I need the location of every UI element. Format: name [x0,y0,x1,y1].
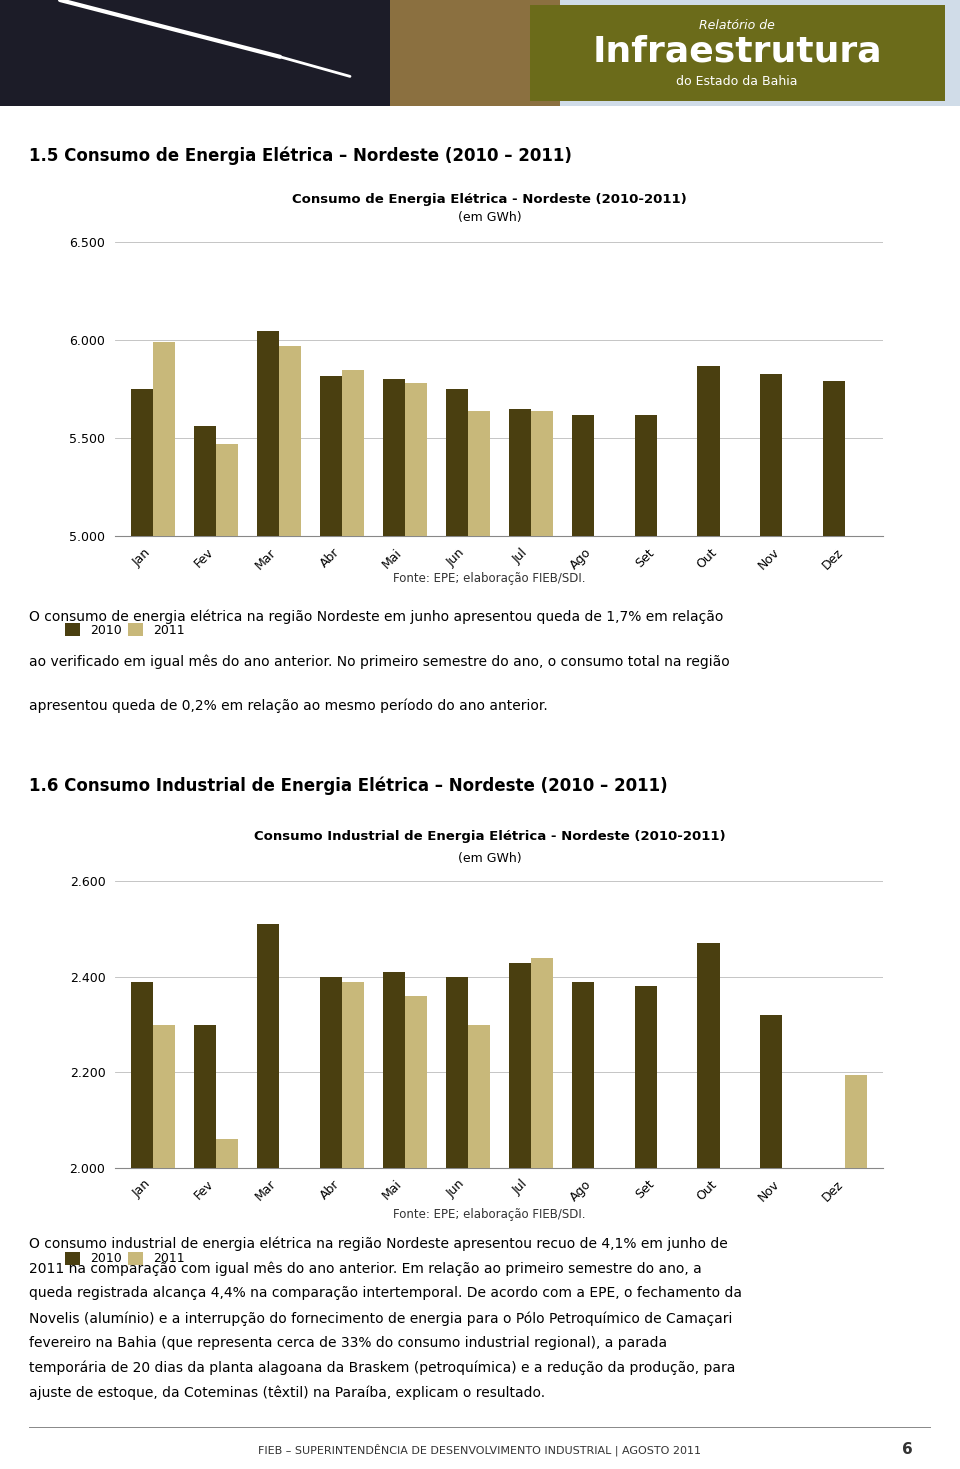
Bar [131,389,153,1469]
Bar [405,383,427,1469]
Text: Consumo de Energia Elétrica - Nordeste (2010-2011): Consumo de Energia Elétrica - Nordeste (… [292,194,687,206]
Bar [468,411,490,1469]
Text: fevereiro na Bahia (que representa cerca de 33% do consumo industrial regional),: fevereiro na Bahia (que representa cerca… [29,1335,667,1350]
Bar [445,977,468,1469]
Bar [846,1075,868,1469]
Text: (em GWh): (em GWh) [458,852,521,865]
Bar [216,1140,238,1469]
Bar [571,414,593,1469]
Bar [760,373,782,1469]
Bar [531,958,553,1469]
Bar [194,1024,216,1469]
Bar [635,987,657,1469]
Bar [824,382,846,1469]
Bar [698,366,720,1469]
Bar [342,981,364,1469]
Text: O consumo de energia elétrica na região Nordeste em junho apresentou queda de 1,: O consumo de energia elétrica na região … [29,610,723,624]
Bar [153,1024,175,1469]
Text: Consumo Industrial de Energia Elétrica - Nordeste (2010-2011): Consumo Industrial de Energia Elétrica -… [253,830,726,843]
Text: FIEB – SUPERINTENDÊNCIA DE DESENVOLVIMENTO INDUSTRIAL | AGOSTO 2011: FIEB – SUPERINTENDÊNCIA DE DESENVOLVIMEN… [258,1443,702,1456]
Bar [445,389,468,1469]
Legend: 2010, 2011: 2010, 2011 [60,1247,190,1271]
Bar [509,408,531,1469]
Bar [560,0,960,106]
Bar [278,1172,300,1469]
Bar [383,972,405,1469]
Text: Infraestrutura: Infraestrutura [592,35,882,69]
Bar [509,962,531,1469]
Text: apresentou queda de 0,2% em relação ao mesmo período do ano anterior.: apresentou queda de 0,2% em relação ao m… [29,699,547,714]
Text: 2011 na comparação com igual mês do ano anterior. Em relação ao primeiro semestr: 2011 na comparação com igual mês do ano … [29,1262,702,1277]
Bar [194,426,216,1469]
Text: Fonte: EPE; elaboração FIEB/SDI.: Fonte: EPE; elaboração FIEB/SDI. [394,1209,586,1221]
Text: Relatório de: Relatório de [699,19,775,32]
Polygon shape [390,0,560,106]
Bar [383,379,405,1469]
Bar [320,376,342,1469]
Bar [216,444,238,1469]
Polygon shape [0,0,440,106]
Bar [571,981,593,1469]
Bar [257,331,278,1469]
Text: ao verificado em igual mês do ano anterior. No primeiro semestre do ano, o consu: ao verificado em igual mês do ano anteri… [29,654,730,668]
Bar [342,370,364,1469]
Bar [257,924,278,1469]
Bar [278,347,300,1469]
Bar [153,342,175,1469]
Text: (em GWh): (em GWh) [458,212,521,223]
Text: O consumo industrial de energia elétrica na região Nordeste apresentou recuo de : O consumo industrial de energia elétrica… [29,1237,728,1252]
Bar [320,977,342,1469]
Text: do Estado da Bahia: do Estado da Bahia [676,75,798,88]
Bar [531,411,553,1469]
Text: 1.5 Consumo de Energia Elétrica – Nordeste (2010 – 2011): 1.5 Consumo de Energia Elétrica – Nordes… [29,147,571,165]
Bar [131,981,153,1469]
Text: queda registrada alcança 4,4% na comparação intertemporal. De acordo com a EPE, : queda registrada alcança 4,4% na compara… [29,1287,742,1300]
Bar [405,996,427,1469]
Text: Novelis (alumínio) e a interrupção do fornecimento de energia para o Pólo Petroq: Novelis (alumínio) e a interrupção do fo… [29,1312,732,1325]
Bar [635,414,657,1469]
Text: temporária de 20 dias da planta alagoana da Braskem (petroquímica) e a redução d: temporária de 20 dias da planta alagoana… [29,1360,735,1375]
Legend: 2010, 2011: 2010, 2011 [60,618,190,642]
Bar [468,1024,490,1469]
Bar [530,4,945,101]
Text: 6: 6 [902,1441,913,1457]
Text: 1.6 Consumo Industrial de Energia Elétrica – Nordeste (2010 – 2011): 1.6 Consumo Industrial de Energia Elétri… [29,777,667,795]
Text: ajuste de estoque, da Coteminas (têxtil) na Paraíba, explicam o resultado.: ajuste de estoque, da Coteminas (têxtil)… [29,1385,545,1400]
Text: Fonte: EPE; elaboração FIEB/SDI.: Fonte: EPE; elaboração FIEB/SDI. [394,573,586,585]
Bar [698,943,720,1469]
Bar [760,1015,782,1469]
